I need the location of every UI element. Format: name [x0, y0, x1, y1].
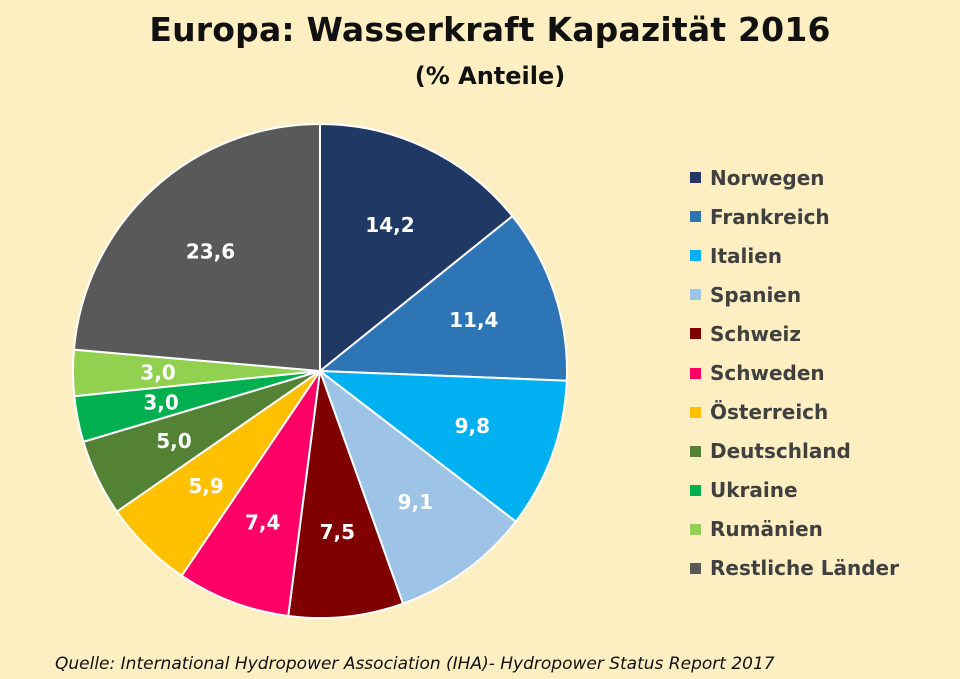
- data-label-4: 7,5: [320, 520, 355, 544]
- legend-label: Deutschland: [710, 439, 851, 464]
- data-label-3: 9,1: [398, 490, 433, 514]
- pie-slice-4: [287, 370, 405, 619]
- legend-swatch: [690, 289, 701, 301]
- legend-label: Schweden: [710, 361, 825, 386]
- pie-slice-5: [180, 370, 321, 618]
- legend-item-italien: Italien: [690, 236, 950, 275]
- legend-label: Spanien: [710, 282, 802, 307]
- legend-label: Österreich: [710, 400, 829, 425]
- legend-swatch: [690, 406, 701, 418]
- legend-item-rumaenien: Rumänien: [690, 510, 950, 549]
- data-label-6: 5,9: [188, 474, 223, 498]
- chart-title: Europa: Wasserkraft Kapazität 2016: [149, 10, 831, 49]
- legend-label: Italien: [710, 243, 783, 268]
- legend-swatch: [690, 523, 701, 535]
- legend-item-norwegen: Norwegen: [690, 158, 950, 197]
- legend-swatch: [690, 250, 701, 262]
- legend-label: Norwegen: [710, 165, 825, 190]
- data-label-5: 7,4: [245, 511, 280, 535]
- pie-slice-1: [317, 214, 568, 382]
- data-label-1: 11,4: [449, 308, 498, 332]
- legend-item-spanien: Spanien: [690, 275, 950, 314]
- source-note: Quelle: International Hydropower Associa…: [55, 654, 775, 674]
- legend-swatch: [690, 172, 701, 184]
- pie-slice-3: [317, 368, 518, 605]
- data-label-7: 5,0: [156, 429, 191, 453]
- legend-item-oesterreich: Österreich: [690, 393, 950, 432]
- legend-swatch: [690, 445, 701, 457]
- pie-slice-0: [319, 122, 514, 374]
- legend-label: Restliche Länder: [710, 556, 899, 581]
- data-label-8: 3,0: [143, 391, 178, 415]
- data-label-9: 3,0: [140, 360, 175, 384]
- pie-slice-10: [72, 122, 321, 373]
- legend-item-frankreich: Frankreich: [690, 197, 950, 236]
- legend-swatch: [690, 562, 701, 574]
- legend-item-deutschland: Deutschland: [690, 432, 950, 471]
- pie-slice-2: [316, 369, 568, 523]
- legend-item-schweiz: Schweiz: [690, 314, 950, 353]
- legend-swatch: [690, 367, 701, 379]
- legend-swatch: [690, 211, 701, 223]
- data-label-0: 14,2: [365, 213, 414, 237]
- data-label-2: 9,8: [455, 414, 490, 438]
- data-label-10: 23,6: [186, 240, 235, 264]
- legend-item-schweden: Schweden: [690, 353, 950, 392]
- legend: Norwegen Frankreich Italien Spanien Schw…: [690, 158, 950, 588]
- legend-label: Frankreich: [710, 204, 830, 229]
- legend-item-restliche-laender: Restliche Länder: [690, 549, 950, 588]
- legend-swatch: [690, 484, 701, 496]
- chart-subtitle: (% Anteile): [414, 62, 566, 90]
- legend-swatch: [690, 328, 701, 340]
- legend-item-ukraine: Ukraine: [690, 471, 950, 510]
- legend-label: Rumänien: [710, 517, 823, 542]
- legend-label: Schweiz: [710, 321, 802, 346]
- legend-label: Ukraine: [710, 478, 798, 503]
